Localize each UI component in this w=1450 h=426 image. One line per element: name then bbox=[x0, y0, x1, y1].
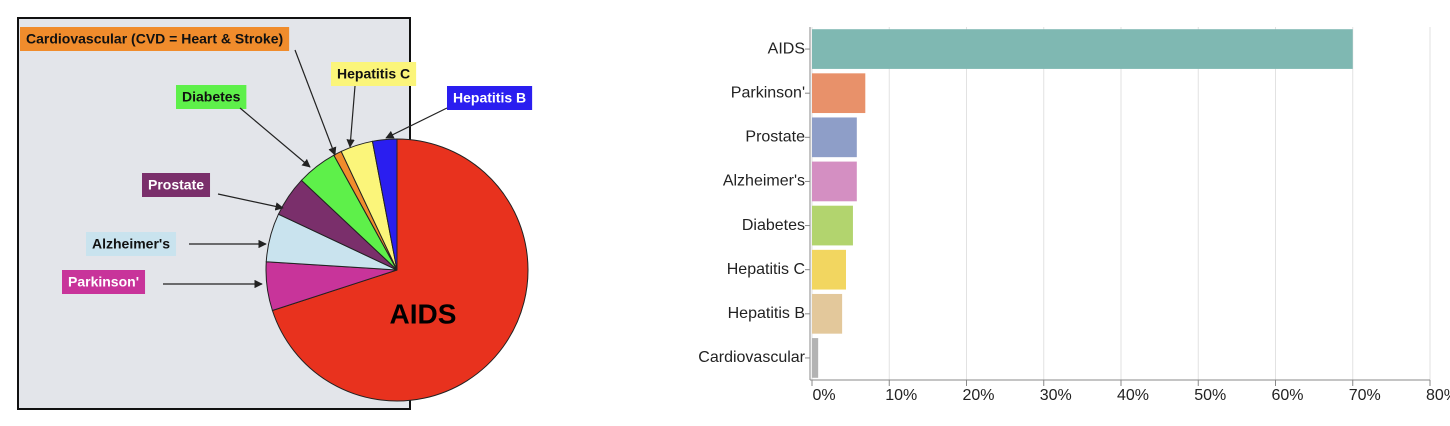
label-box bbox=[142, 173, 211, 197]
annotation: Cardiovascular (CVD = Heart & Stroke) bbox=[20, 27, 337, 156]
label-box bbox=[20, 27, 290, 51]
bar bbox=[812, 73, 866, 114]
bar bbox=[812, 205, 853, 246]
slice-label: Cardiovascular (CVD = Heart & Stroke) bbox=[26, 31, 283, 47]
slice-label: Prostate bbox=[148, 177, 204, 193]
x-tick-label: 20% bbox=[962, 387, 994, 404]
slice-label: Diabetes bbox=[182, 89, 241, 105]
y-tick-label: Parkinson' bbox=[731, 84, 805, 101]
slice-label: Hepatitis C bbox=[337, 66, 410, 82]
x-tick-label: 10% bbox=[885, 387, 917, 404]
annotation: Diabetes bbox=[176, 85, 311, 168]
x-tick-label: 0% bbox=[812, 387, 835, 404]
annotation-arrow bbox=[346, 85, 356, 148]
annotation-arrow bbox=[294, 49, 337, 156]
annotation: Hepatitis B bbox=[385, 86, 533, 139]
annotation: Hepatitis C bbox=[331, 62, 417, 148]
annotation: Prostate bbox=[142, 173, 284, 211]
x-tick-label: 70% bbox=[1349, 387, 1381, 404]
label-box bbox=[86, 232, 177, 256]
x-tick-label: 80% bbox=[1426, 387, 1450, 404]
slice-label: Alzheimer's bbox=[92, 236, 170, 252]
y-tick-label: Cardiovascular bbox=[698, 349, 805, 366]
bar bbox=[812, 117, 857, 158]
slice-label: Parkinson' bbox=[68, 274, 139, 290]
label-box bbox=[176, 85, 247, 109]
annotation: Alzheimer's bbox=[86, 232, 267, 256]
label-box bbox=[62, 270, 146, 294]
bar bbox=[812, 249, 846, 290]
bar bbox=[812, 293, 843, 334]
label-box bbox=[331, 62, 417, 86]
annotation-arrow bbox=[239, 107, 311, 168]
slice-label: Hepatitis B bbox=[453, 90, 526, 106]
x-tick-label: 30% bbox=[1040, 387, 1072, 404]
pie-slice bbox=[271, 138, 529, 402]
x-tick-label: 60% bbox=[1271, 387, 1303, 404]
y-tick-label: Prostate bbox=[745, 129, 805, 146]
bar bbox=[812, 29, 1353, 69]
y-tick-label: AIDS bbox=[768, 40, 805, 57]
annotation-arrow bbox=[217, 193, 284, 211]
slice-label: AIDS bbox=[390, 298, 457, 329]
y-tick-label: Alzheimer's bbox=[723, 173, 805, 190]
bar bbox=[812, 338, 819, 378]
pie-slice bbox=[371, 138, 398, 271]
y-tick-label: Hepatitis C bbox=[727, 261, 805, 278]
y-tick-label: Diabetes bbox=[742, 217, 805, 234]
x-tick-label: 40% bbox=[1117, 387, 1149, 404]
y-tick-label: Hepatitis B bbox=[728, 305, 805, 322]
bar bbox=[812, 161, 857, 202]
annotation: Parkinson' bbox=[62, 270, 263, 294]
annotation-arrow bbox=[385, 107, 448, 139]
label-box bbox=[447, 86, 533, 110]
x-tick-label: 50% bbox=[1194, 387, 1226, 404]
